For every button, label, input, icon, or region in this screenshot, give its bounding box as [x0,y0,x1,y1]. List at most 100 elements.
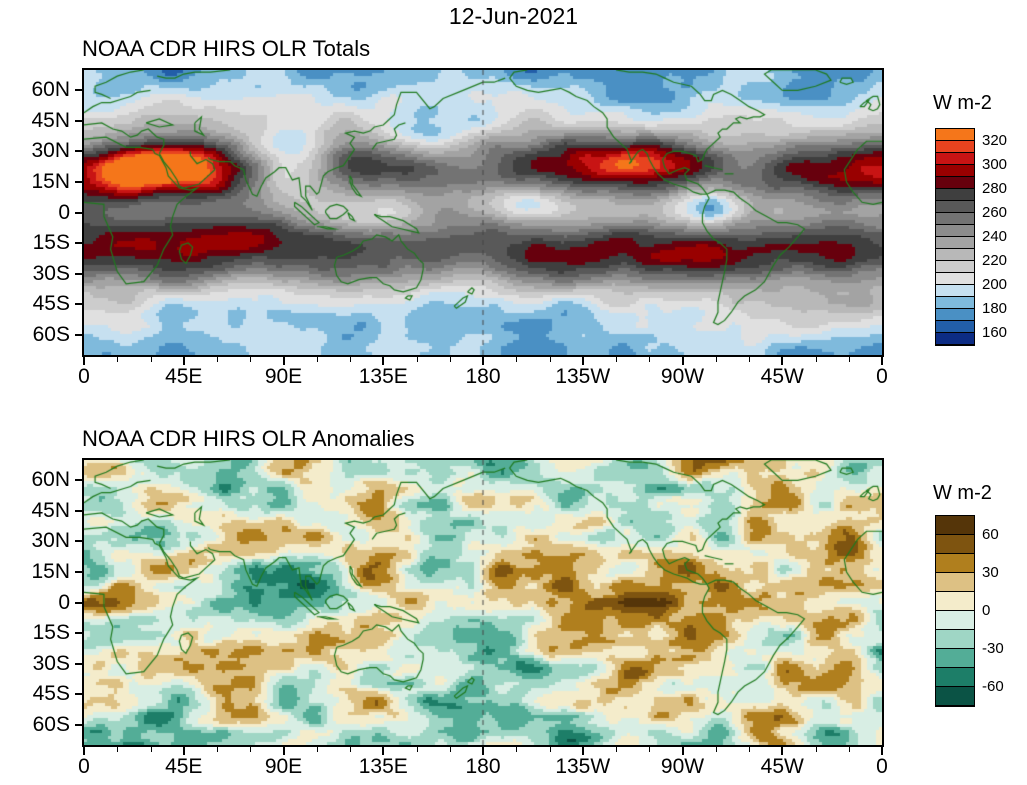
colorbar-band [936,687,974,706]
lon-minor-tick-mark [117,747,119,752]
lon-tick-label: 135E [358,755,408,778]
lon-tick-label: 45W [760,755,804,778]
lat-tick-label: 15N [31,169,70,193]
lon-tick-mark [781,357,784,365]
lon-minor-tick-mark [749,357,750,362]
lon-minor-tick-mark [649,747,651,752]
lon-tick-mark [681,357,684,365]
colorbar-band [936,201,974,213]
lon-tick-mark [482,357,484,365]
lon-tick-mark [382,747,385,755]
lon-minor-tick-mark [217,747,218,752]
colorbar-band [936,592,974,611]
lon-minor-tick-mark [616,357,617,362]
lon-tick-mark [83,747,85,755]
colorbar-band [936,273,974,285]
lat-tick-mark [75,303,82,306]
colorbar-tick-label: 280 [982,180,1008,197]
colorbar-unit-anomalies: W m-2 [933,482,992,504]
lon-tick-label: 0 [876,755,888,778]
lon-minor-tick-mark [815,747,817,752]
colorbar-band [936,321,974,333]
lon-tick-label: 45E [165,755,203,778]
lon-tick-label: 0 [876,365,888,388]
colorbar-band [936,630,974,649]
lon-minor-tick-mark [150,357,152,362]
map-canvas-totals [84,70,882,355]
lon-tick-mark [581,357,584,365]
lon-minor-tick-mark [217,357,218,362]
colorbar-band [936,225,974,237]
lat-tick-mark [75,693,82,696]
lon-tick-label: 0 [78,755,90,778]
lon-tick-mark [581,747,584,755]
lon-minor-tick-mark [815,357,817,362]
colorbar-band [936,285,974,297]
lon-tick-mark [881,357,883,365]
lat-tick-mark [75,570,82,573]
colorbar-tick-label: 30 [982,564,999,581]
lon-tick-label: 135W [555,755,611,778]
colorbar-band [936,177,974,189]
lon-minor-tick-mark [749,747,750,752]
lon-minor-tick-mark [316,357,318,362]
lat-tick-label: 0 [58,590,70,614]
lat-tick-label: 60S [32,322,70,346]
colorbar-anomalies: 60 30 0 -30 -60 [935,515,1004,707]
lon-tick-label: 90W [660,365,705,388]
colorbar-band [936,141,974,153]
lat-tick-label: 30N [31,529,70,553]
colorbar-band [936,153,974,165]
colorbar-band [936,165,974,177]
lon-tick-label: 0 [78,365,90,388]
lon-tick-label: 45E [165,365,203,388]
map-canvas-anomalies [84,460,882,745]
map-plot-anomalies: 60N 45N 30N 15N 0 15S 30S 45S 60S 0 45E 90E 135E 180 1… [31,458,888,778]
colorbar-tick-label: 200 [982,276,1008,293]
colorbar-tick-label: -30 [982,640,1004,657]
colorbar-band [936,649,974,668]
colorbar-band [936,213,974,225]
lat-tick-mark [75,479,82,482]
colorbar-tick-label: 180 [982,300,1008,317]
colorbar-tick-label: 60 [982,526,999,543]
colorbar-band [936,129,974,141]
colorbar-tick-label: 0 [982,602,991,619]
lon-tick-label: 135W [555,365,611,388]
lat-tick-mark [75,272,82,275]
lon-minor-tick-mark [449,747,451,752]
colorbar-band [936,261,974,273]
colorbar-tick-label: 160 [982,324,1008,341]
lat-tick-mark [75,509,82,512]
colorbar-band [936,573,974,592]
colorbar-unit-totals: W m-2 [933,92,992,114]
lon-minor-tick-mark [117,357,119,362]
map-plot-totals: 60N 45N 30N 15N 0 15S 30S 45S 60S 0 45E 90E 135E 180 1… [31,68,888,388]
lon-minor-tick-mark [250,747,252,752]
lon-minor-tick-mark [516,747,518,752]
lat-tick-label: 30S [32,651,70,675]
date-title: 12-Jun-2021 [448,3,579,29]
lon-tick-label: 135E [358,365,408,388]
colorbar-band [936,668,974,687]
lon-minor-tick-mark [416,747,418,752]
lon-minor-tick-mark [616,747,617,752]
lon-tick-mark [382,357,385,365]
lat-tick-label: 60N [31,78,70,102]
lat-tick-mark [75,180,82,183]
lon-minor-tick-mark [549,747,551,752]
lon-minor-tick-mark [316,747,318,752]
lat-tick-mark [75,211,82,214]
colorbar-tick-label: 320 [982,132,1008,149]
lon-tick-mark [83,357,85,365]
lat-tick-label: 15S [32,621,70,645]
lat-tick-label: 45N [31,108,70,132]
lon-minor-tick-mark [715,747,717,752]
lon-tick-mark [482,747,484,755]
colorbar-tick-label: 240 [982,228,1008,245]
lat-tick-mark [75,150,82,153]
lat-tick-mark [75,119,82,122]
colorbar-totals: 320 300 280 260 240 220 200 180 160 [935,128,1007,346]
lon-tick-mark [282,747,285,755]
lon-minor-tick-mark [848,357,850,362]
